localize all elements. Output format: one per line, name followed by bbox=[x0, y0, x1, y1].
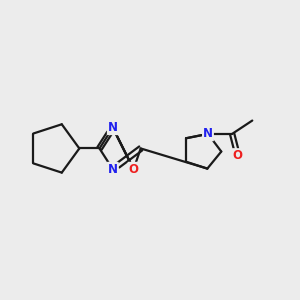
Text: N: N bbox=[108, 163, 118, 176]
Text: N: N bbox=[203, 128, 213, 140]
Text: O: O bbox=[129, 163, 139, 176]
Text: O: O bbox=[233, 149, 243, 162]
Text: N: N bbox=[108, 121, 118, 134]
